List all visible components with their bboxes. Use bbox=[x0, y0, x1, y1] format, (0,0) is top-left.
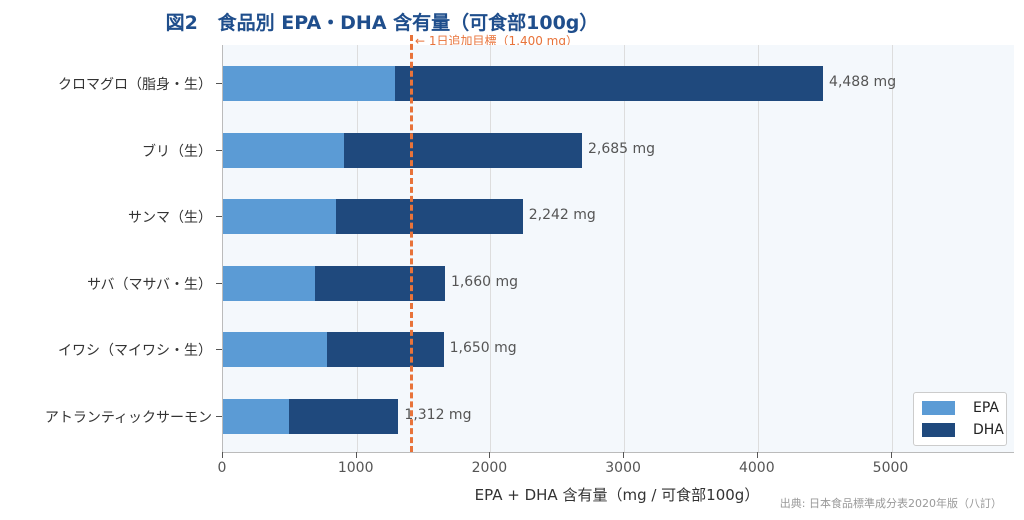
x-tick bbox=[756, 452, 758, 458]
x-tick bbox=[355, 452, 357, 458]
bar-stack bbox=[223, 199, 523, 234]
target-line bbox=[410, 35, 413, 452]
y-tick bbox=[216, 83, 222, 84]
legend-label-epa: EPA bbox=[973, 400, 999, 416]
y-category-label: サバ（マサバ・生） bbox=[87, 277, 212, 293]
bar-segment-epa bbox=[223, 399, 290, 434]
bar-segment-dha bbox=[315, 266, 445, 301]
bar-total-label: 2,242 mg bbox=[528, 207, 596, 223]
bar-stack bbox=[223, 399, 399, 434]
y-tick bbox=[216, 416, 222, 417]
chart-title: 図2 食品別 EPA・DHA 含有量（可食部100g） bbox=[0, 8, 1002, 35]
x-tick bbox=[890, 452, 892, 458]
legend-item-dha: DHA bbox=[922, 422, 1004, 438]
plot-area bbox=[222, 45, 1014, 453]
y-category-label: アトランティックサーモン bbox=[44, 410, 212, 426]
legend: EPA DHA bbox=[913, 392, 1007, 446]
bar-segment-epa bbox=[223, 266, 316, 301]
bar-segment-dha bbox=[335, 199, 523, 234]
bar-total-label: 1,660 mg bbox=[450, 274, 518, 290]
x-tick bbox=[222, 452, 223, 458]
legend-swatch-dha bbox=[922, 423, 955, 437]
bar-total-label: 2,685 mg bbox=[587, 141, 656, 157]
legend-label-dha: DHA bbox=[973, 422, 1004, 438]
bar-stack bbox=[223, 66, 824, 101]
x-tick bbox=[489, 452, 491, 458]
bar-segment-epa bbox=[223, 199, 336, 234]
y-category-label: クロマグロ（脂身・生） bbox=[58, 77, 212, 93]
grid-line bbox=[356, 45, 358, 452]
y-tick bbox=[216, 150, 222, 151]
y-tick bbox=[216, 216, 222, 217]
legend-item-epa: EPA bbox=[922, 400, 999, 416]
bar-segment-dha bbox=[289, 399, 399, 434]
x-tick bbox=[623, 452, 625, 458]
bar-segment-epa bbox=[223, 332, 328, 367]
bar-segment-dha bbox=[395, 66, 824, 101]
y-tick bbox=[216, 349, 222, 350]
bar-stack bbox=[223, 133, 582, 168]
bar-segment-dha bbox=[343, 133, 582, 168]
y-category-label: イワシ（マイワシ・生） bbox=[58, 343, 212, 359]
legend-swatch-epa bbox=[922, 401, 955, 415]
x-tick-label: 0 bbox=[217, 460, 227, 476]
figure-number: 図2 bbox=[165, 12, 198, 34]
x-tick-label: 2000 bbox=[471, 460, 508, 476]
y-category-label: ブリ（生） bbox=[142, 144, 212, 160]
x-tick-label: 1000 bbox=[337, 460, 374, 476]
target-line-label: ← 1日追加目標（1,400 mg） bbox=[415, 34, 578, 48]
bar-total-label: 4,488 mg bbox=[829, 74, 897, 90]
bar-segment-epa bbox=[223, 133, 344, 168]
grid-line bbox=[490, 45, 492, 452]
x-tick-label: 4000 bbox=[738, 460, 775, 476]
title-text: 食品別 EPA・DHA 含有量（可食部100g） bbox=[217, 12, 599, 34]
bar-total-label: 1,312 mg bbox=[404, 407, 472, 423]
x-tick-label: 3000 bbox=[605, 460, 641, 476]
bar-total-label: 1,650 mg bbox=[449, 340, 517, 356]
grid-line bbox=[891, 45, 893, 452]
y-tick bbox=[216, 283, 222, 284]
grid-line bbox=[757, 45, 759, 452]
grid-line bbox=[624, 45, 626, 452]
x-tick-label: 5000 bbox=[872, 460, 909, 476]
bar-stack bbox=[223, 332, 444, 367]
bar-segment-dha bbox=[327, 332, 444, 367]
bar-stack bbox=[223, 266, 445, 301]
x-axis-title: EPA + DHA 含有量（mg / 可食部100g） bbox=[474, 486, 760, 504]
source-note: 出典: 日本食品標準成分表2020年版（八訂） bbox=[779, 497, 1002, 510]
y-category-label: サンマ（生） bbox=[128, 210, 212, 226]
bar-segment-epa bbox=[223, 66, 396, 101]
